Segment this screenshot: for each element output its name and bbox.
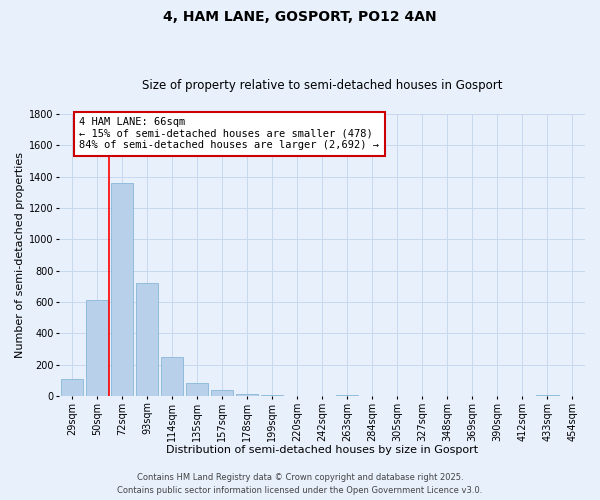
Bar [136, 283, 158, 396]
Text: 4 HAM LANE: 66sqm
← 15% of semi-detached houses are smaller (478)
84% of semi-de: 4 HAM LANE: 66sqm ← 15% of semi-detached… [79, 117, 379, 150]
Bar [110, 183, 133, 396]
Bar [261, 395, 283, 396]
Bar [61, 378, 83, 396]
Bar [161, 356, 183, 396]
Text: 4, HAM LANE, GOSPORT, PO12 4AN: 4, HAM LANE, GOSPORT, PO12 4AN [163, 10, 437, 24]
Bar [86, 300, 108, 396]
Text: Contains HM Land Registry data © Crown copyright and database right 2025.
Contai: Contains HM Land Registry data © Crown c… [118, 474, 482, 495]
Bar [236, 394, 259, 396]
X-axis label: Distribution of semi-detached houses by size in Gosport: Distribution of semi-detached houses by … [166, 445, 478, 455]
Bar [211, 390, 233, 396]
Title: Size of property relative to semi-detached houses in Gosport: Size of property relative to semi-detach… [142, 79, 502, 92]
Bar [186, 384, 208, 396]
Bar [336, 395, 358, 396]
Bar [536, 395, 559, 396]
Y-axis label: Number of semi-detached properties: Number of semi-detached properties [15, 152, 25, 358]
